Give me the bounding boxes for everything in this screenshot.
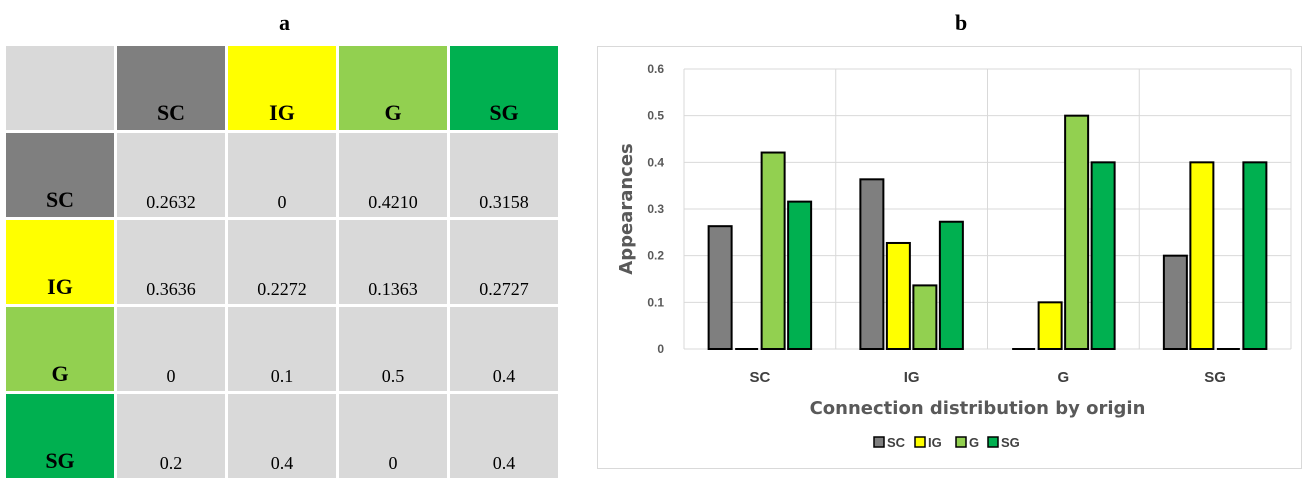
x-category-label: SG (1204, 369, 1226, 386)
table-cell: 0.3636 (117, 220, 225, 304)
table-cell: 0.4 (450, 307, 558, 391)
y-axis-title: Appearances (616, 143, 637, 274)
x-axis-title: Connection distribution by origin (810, 398, 1146, 419)
table-cell: 0.4210 (339, 133, 447, 217)
bar-G-SC (760, 151, 786, 350)
appearances-bar-chart: 0 0.1 0.2 0.3 0.4 0.5 0.6 SC IG G SG Appearances Con… (597, 46, 1302, 469)
y-tick-label: 0 (657, 342, 664, 356)
bar-G-G (1064, 114, 1090, 350)
legend-label-SG: SG (1001, 435, 1020, 450)
table-column-header: IG (228, 46, 336, 130)
legend-swatch-G (955, 436, 967, 448)
bar-SC-SG (1162, 254, 1188, 351)
table-column-header: SG (450, 46, 558, 130)
table-cell: 0.4 (228, 394, 336, 478)
bar-SG-IG (938, 220, 964, 351)
table-cell: 0.1 (228, 307, 336, 391)
table-cell: 0 (228, 133, 336, 217)
table-cell: 0.5 (339, 307, 447, 391)
table-cell: 0.3158 (450, 133, 558, 217)
bar-IG-IG (885, 241, 911, 350)
x-category-label: G (1058, 369, 1070, 386)
table-cell: 0.2272 (228, 220, 336, 304)
table-row-header: SC (6, 133, 114, 217)
chart-canvas: 0 0.1 0.2 0.3 0.4 0.5 0.6 SC IG G SG Appearances Con… (616, 62, 1292, 450)
table-corner-cell (6, 46, 114, 130)
y-tick-label: 0.5 (647, 109, 664, 123)
table-cell: 0.2 (117, 394, 225, 478)
x-category-label: SC (749, 369, 770, 386)
y-tick-label: 0.2 (647, 249, 664, 263)
table-cell: 0.1363 (339, 220, 447, 304)
table-cell: 0.2632 (117, 133, 225, 217)
connection-matrix-table: SC IG G SG SC 0.2632 0 0.4210 0.3158 IG 0.3636 0.22… (6, 46, 559, 478)
legend-label-IG: IG (928, 435, 942, 450)
bar-IG-SG (1189, 161, 1215, 351)
x-category-label: IG (904, 369, 920, 386)
bar-SG-SC (787, 200, 813, 350)
table-cell: 0.2727 (450, 220, 558, 304)
bar-G-IG (912, 284, 938, 350)
table-column-header: SC (117, 46, 225, 130)
legend-label-SC: SC (887, 435, 906, 450)
table-row-header: SG (6, 394, 114, 478)
legend-swatch-SC (873, 436, 885, 448)
table-cell: 0 (339, 394, 447, 478)
bar-SG-SG (1242, 161, 1268, 351)
bar-SG-G (1090, 161, 1116, 351)
y-tick-label: 0.1 (647, 295, 664, 309)
y-tick-label: 0.6 (647, 62, 664, 76)
legend-swatch-SG (987, 436, 999, 448)
legend-swatch-IG (914, 436, 926, 448)
y-tick-label: 0.4 (647, 155, 664, 169)
panel-b-label: b (955, 10, 968, 35)
table-row-header: G (6, 307, 114, 391)
panel-a-label: a (279, 10, 290, 35)
y-tick-label: 0.3 (647, 202, 664, 216)
legend-label-G: G (969, 435, 979, 450)
table-column-header: G (339, 46, 447, 130)
table-cell: 0.4 (450, 394, 558, 478)
bar-SC-SC (707, 225, 733, 351)
bar-IG-G (1037, 301, 1063, 350)
table-row-header: IG (6, 220, 114, 304)
table-cell: 0 (117, 307, 225, 391)
bar-SC-IG (859, 178, 885, 350)
